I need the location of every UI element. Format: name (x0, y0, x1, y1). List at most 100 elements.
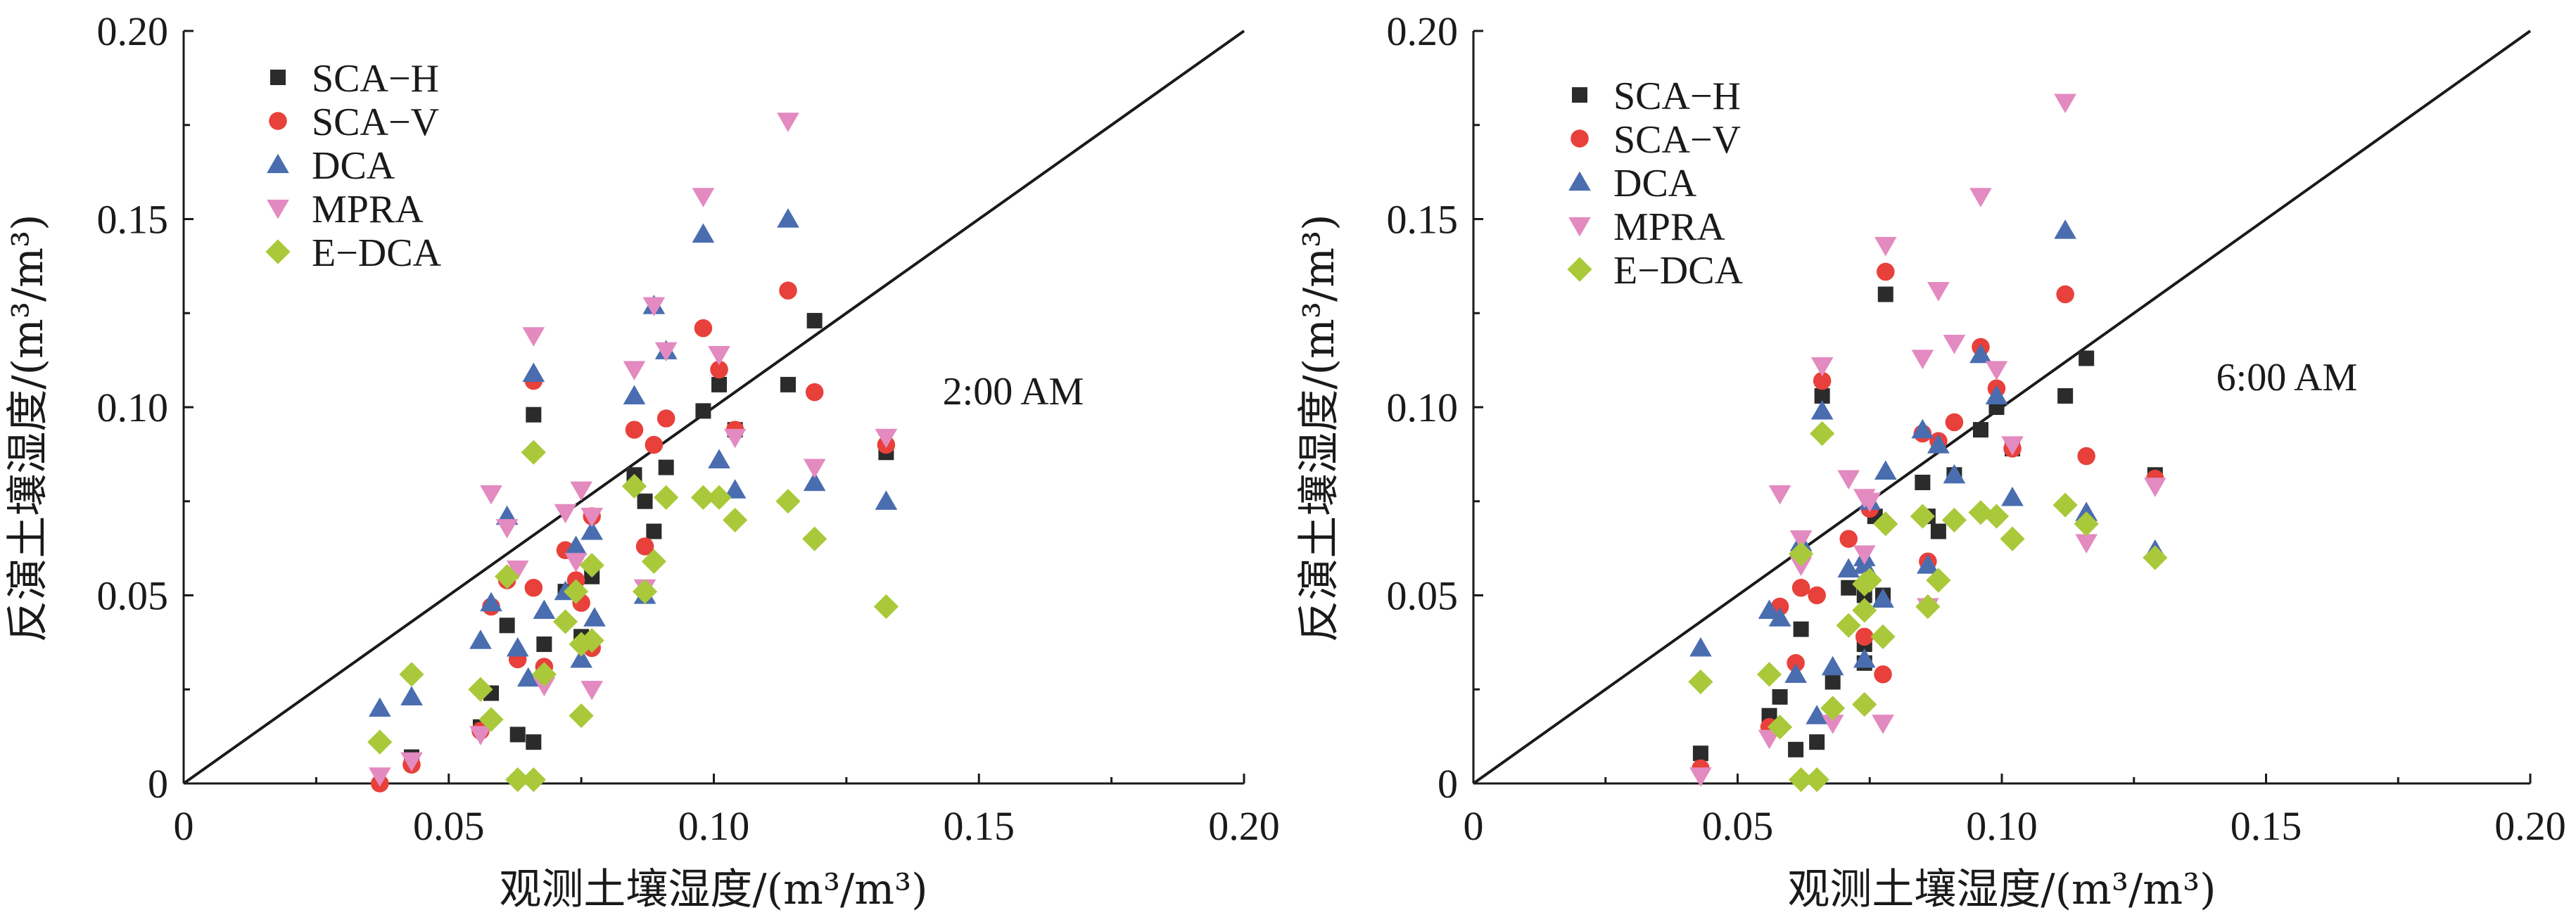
legend-label: DCA (312, 144, 395, 188)
y-tick-label: 0 (148, 761, 168, 807)
data-point (495, 564, 520, 589)
data-point (1789, 542, 1814, 567)
legend-label: DCA (1613, 162, 1697, 205)
x-tick-label: 0.20 (2494, 803, 2566, 849)
data-point (802, 526, 827, 551)
legend-marker (1568, 217, 1591, 237)
data-point (1870, 624, 1896, 649)
data-point (1784, 663, 1807, 683)
data-point (645, 435, 664, 454)
data-point (656, 409, 675, 428)
data-point (1758, 599, 1781, 619)
data-point (400, 686, 423, 706)
legend-marker (1571, 129, 1589, 148)
data-point (1927, 434, 1950, 454)
data-point (2001, 487, 2024, 506)
data-point (1787, 654, 1805, 672)
data-point (1767, 715, 1793, 740)
data-point (1910, 504, 1935, 529)
data-point (1873, 511, 1898, 537)
data-point (536, 636, 552, 653)
y-tick-label: 0 (1438, 761, 1458, 807)
data-point (1789, 530, 1813, 550)
data-point (1984, 504, 2010, 529)
data-point (625, 421, 644, 439)
data-point (509, 726, 526, 743)
data-point (1874, 236, 1897, 257)
data-point (1877, 262, 1895, 281)
y-tick-label: 0.10 (1387, 385, 1459, 430)
data-point (583, 607, 606, 627)
data-point (806, 312, 823, 328)
data-point (777, 208, 799, 228)
data-point (1872, 715, 1894, 734)
legend-marker (265, 239, 291, 264)
data-point (2075, 534, 2098, 553)
data-point (692, 223, 715, 243)
data-point (563, 579, 589, 604)
data-point (1985, 385, 2008, 405)
x-axis-title: 观测土壤湿度/(m³/m³) (499, 865, 927, 914)
data-point (1825, 674, 1841, 690)
data-point (400, 752, 423, 772)
data-point (1945, 413, 1964, 432)
data-point (708, 449, 730, 468)
data-point (623, 361, 646, 380)
series-mpra (368, 113, 898, 787)
data-point (1768, 607, 1791, 627)
chart-panel-2: 0 0.05 0.10 0.15 0.20 0 0.05 0.10 0.15 0.20 SCA−HS… (1295, 8, 2566, 914)
data-point (710, 360, 728, 379)
data-point (1852, 692, 1877, 717)
data-point (1821, 655, 1844, 676)
data-point (552, 609, 578, 634)
data-point (531, 662, 557, 687)
data-point (526, 406, 542, 423)
data-point (695, 403, 711, 419)
data-point (2074, 511, 2099, 537)
legend-marker (1572, 87, 1587, 103)
data-point (775, 489, 801, 514)
data-point (526, 734, 542, 750)
data-point (580, 508, 604, 527)
data-point (1852, 598, 1877, 623)
data-point (1917, 554, 1939, 574)
data-point (506, 637, 529, 657)
data-point (621, 473, 647, 499)
data-point (1791, 579, 1810, 597)
data-point (1874, 460, 1897, 480)
data-point (1985, 361, 2008, 380)
data-point (708, 346, 730, 366)
data-point (1810, 421, 1835, 447)
data-point (1926, 568, 1951, 593)
data-point (1853, 648, 1876, 668)
legend-marker (267, 153, 289, 174)
legend-label: SCA−H (1613, 75, 1741, 118)
series-dca (1689, 219, 2166, 724)
y-tick-label: 0.05 (97, 573, 169, 619)
data-point (641, 549, 666, 574)
data-point (2079, 350, 2095, 366)
data-point (875, 428, 898, 449)
data-point (1808, 586, 1826, 605)
data-point (1872, 588, 1894, 608)
data-point (1821, 715, 1844, 734)
data-point (521, 767, 546, 793)
data-point (533, 599, 556, 619)
data-point (694, 319, 713, 338)
y-tick-label: 0.10 (97, 385, 169, 430)
data-point (2052, 492, 2078, 518)
data-point (1972, 422, 1988, 438)
data-point (368, 767, 391, 787)
data-point (637, 493, 653, 509)
data-point (711, 376, 728, 392)
data-point (1969, 343, 1992, 364)
series-e-dca (1688, 421, 2168, 793)
data-point (2054, 219, 2076, 239)
data-point (554, 504, 577, 524)
x-tick-label: 0.05 (413, 803, 485, 849)
data-point (1853, 545, 1876, 565)
data-point (1758, 729, 1781, 750)
y-tick-label: 0.15 (1387, 197, 1459, 243)
x-tick-label: 0 (174, 803, 194, 849)
